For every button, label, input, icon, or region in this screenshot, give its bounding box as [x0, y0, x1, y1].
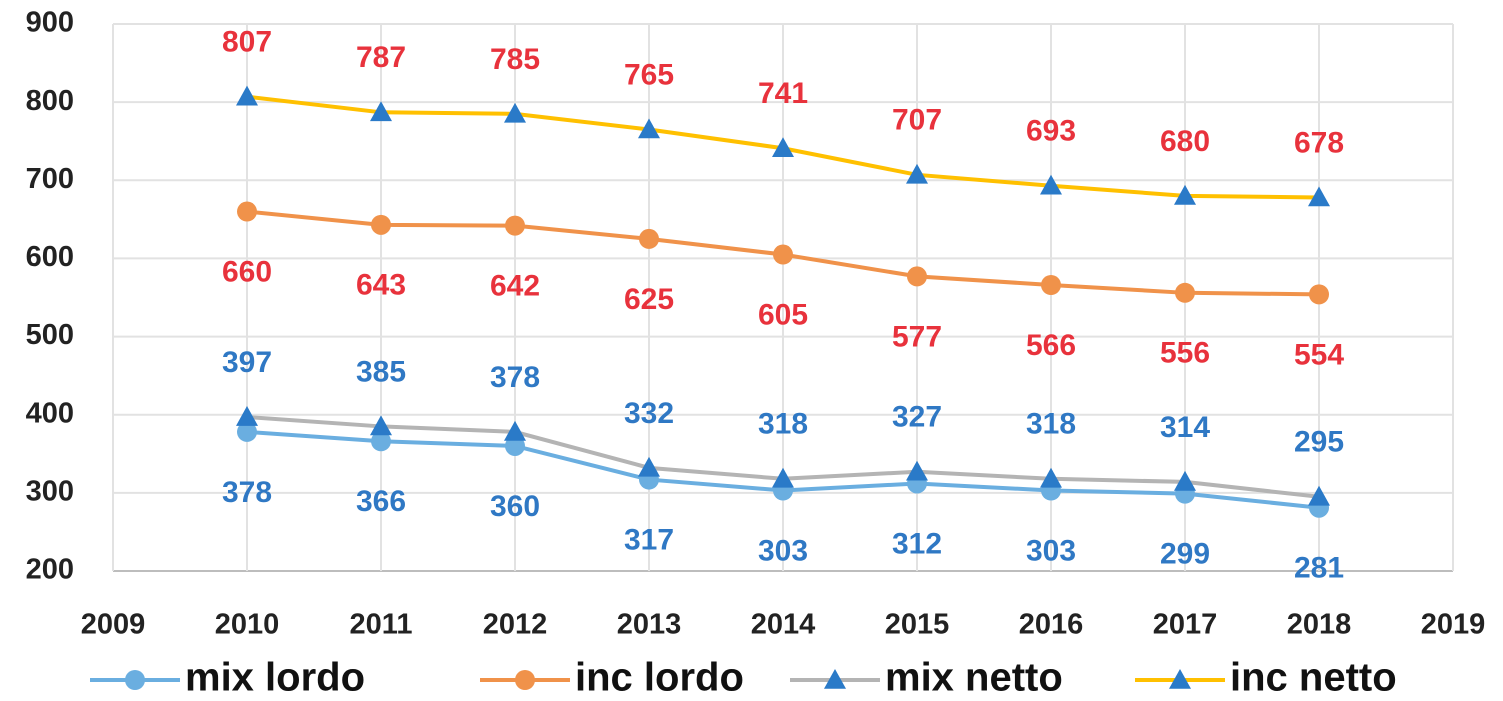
data-label: 281 [1294, 552, 1344, 585]
marker [371, 431, 391, 452]
y-tick-label: 400 [26, 397, 74, 429]
data-label: 303 [1026, 534, 1076, 567]
legend-label: inc lordo [575, 656, 744, 700]
marker [1040, 174, 1062, 195]
marker [370, 101, 392, 122]
marker [1309, 284, 1329, 305]
data-label: 385 [356, 355, 406, 388]
marker [638, 118, 660, 139]
legend-label: inc netto [1230, 656, 1397, 700]
x-tick-label: 2013 [617, 609, 682, 641]
marker [639, 228, 659, 249]
y-tick-label: 600 [26, 241, 74, 273]
marker [1175, 282, 1195, 303]
data-label: 577 [892, 320, 942, 353]
data-label: 314 [1160, 411, 1210, 444]
legend-marker [515, 670, 535, 690]
data-label: 332 [624, 397, 674, 430]
data-label: 556 [1160, 337, 1210, 370]
data-label: 785 [490, 43, 540, 76]
x-tick-label: 2015 [885, 609, 950, 641]
data-label: 605 [758, 298, 808, 331]
x-tick-label: 2017 [1153, 609, 1218, 641]
marker [772, 137, 794, 158]
marker [505, 435, 525, 456]
marker [237, 201, 257, 222]
data-label: 807 [222, 26, 272, 59]
data-label: 707 [892, 104, 942, 137]
legend-marker [824, 669, 846, 689]
x-tick-label: 2009 [81, 609, 146, 641]
marker [1174, 470, 1196, 491]
data-label: 693 [1026, 115, 1076, 148]
data-label: 643 [356, 269, 406, 302]
legend-item: inc lordo [480, 656, 744, 700]
marker [906, 460, 928, 481]
marker [1174, 184, 1196, 205]
marker [237, 421, 257, 442]
marker [1040, 467, 1062, 488]
marker [638, 456, 660, 477]
legend-label: mix netto [885, 656, 1063, 700]
marker [370, 415, 392, 436]
data-label: 327 [892, 401, 942, 434]
data-label: 787 [356, 41, 406, 74]
marker [505, 215, 525, 236]
data-label: 625 [624, 283, 674, 316]
data-label: 318 [1026, 408, 1076, 441]
data-label: 642 [490, 270, 540, 303]
legend-marker [1169, 669, 1191, 689]
y-tick-label: 800 [26, 85, 74, 117]
legend-item: inc netto [1135, 656, 1397, 700]
marker [1308, 186, 1330, 207]
data-label: 678 [1294, 126, 1344, 159]
marker [1308, 485, 1330, 506]
marker [504, 420, 526, 441]
x-tick-label: 2011 [350, 609, 413, 641]
x-tick-label: 2018 [1287, 609, 1352, 641]
data-label: 765 [624, 58, 674, 91]
marker [371, 214, 391, 235]
marker [906, 163, 928, 184]
marker [504, 102, 526, 123]
x-tick-label: 2019 [1421, 609, 1486, 641]
marker [236, 406, 258, 426]
x-tick-label: 2012 [483, 609, 548, 641]
marker [907, 266, 927, 287]
y-tick-label: 500 [26, 319, 74, 351]
legend-item: mix lordo [90, 656, 365, 700]
marker [773, 244, 793, 265]
x-tick-label: 2010 [215, 609, 280, 641]
legend-item: mix netto [790, 656, 1063, 700]
data-label: 360 [490, 490, 540, 523]
marker [236, 85, 258, 106]
data-label: 741 [758, 77, 808, 110]
data-label: 295 [1294, 426, 1344, 459]
data-label: 660 [222, 255, 272, 288]
marker [772, 467, 794, 488]
data-label: 554 [1294, 338, 1344, 371]
data-label: 378 [490, 361, 540, 394]
data-label: 299 [1160, 538, 1210, 571]
legend-label: mix lordo [185, 656, 365, 700]
legend-marker [125, 670, 145, 690]
x-tick-label: 2016 [1019, 609, 1084, 641]
data-label: 366 [356, 485, 406, 518]
data-label: 318 [758, 408, 808, 441]
data-label: 397 [222, 346, 272, 379]
y-tick-label: 300 [26, 476, 74, 508]
data-label: 312 [892, 527, 942, 560]
data-label: 566 [1026, 329, 1076, 362]
marker [1041, 274, 1061, 295]
data-label: 317 [624, 523, 674, 556]
data-label: 378 [222, 476, 272, 509]
data-label: 680 [1160, 125, 1210, 158]
x-tick-label: 2014 [751, 609, 816, 641]
data-label: 303 [758, 534, 808, 567]
y-tick-label: 700 [26, 163, 74, 195]
y-tick-label: 900 [26, 7, 74, 39]
y-tick-label: 200 [26, 554, 74, 586]
